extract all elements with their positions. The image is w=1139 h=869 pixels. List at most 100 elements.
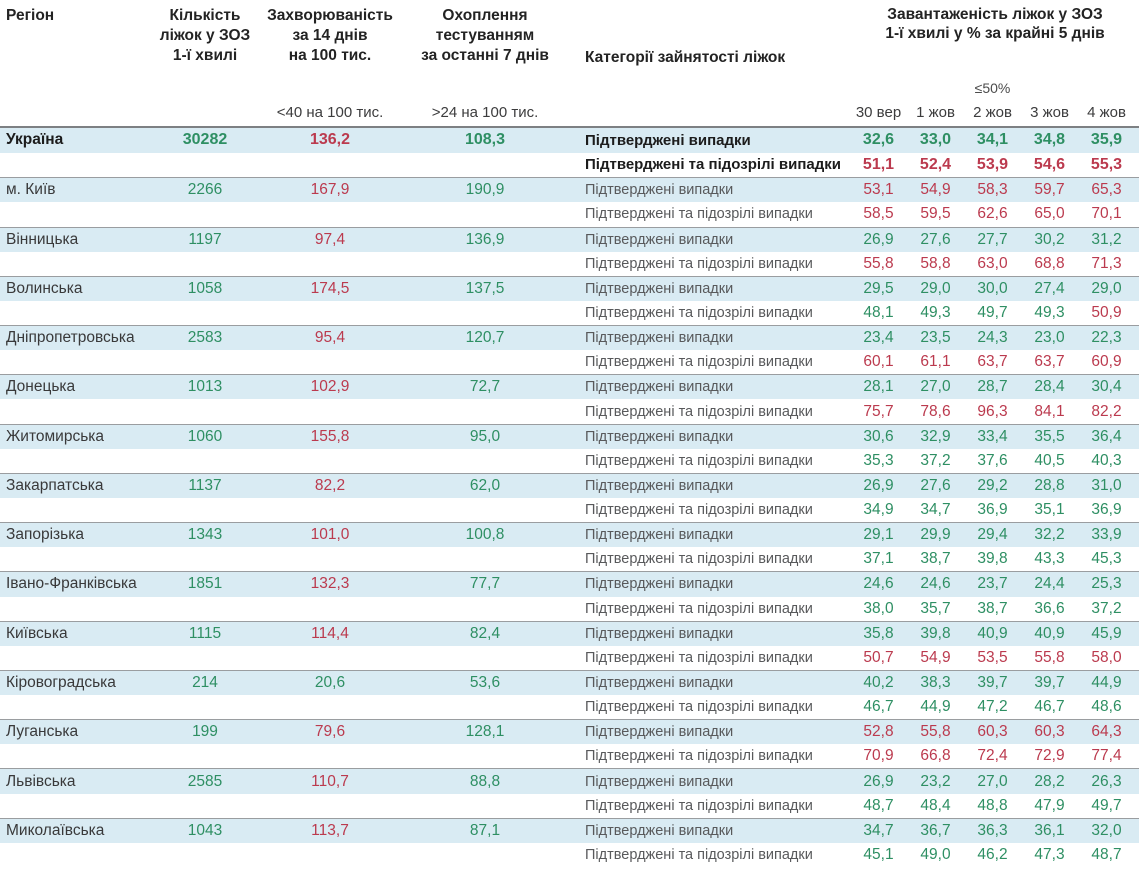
occupancy-threshold-note: ≤50%	[974, 80, 1011, 96]
confirmed-suspected-subrow: Підтверджені та підозрілі випадки 37,1 3…	[0, 547, 1139, 571]
confirmed-suspected-subrow: Підтверджені та підозрілі випадки 48,1 4…	[0, 301, 1139, 325]
occupancy-value: 28,1	[863, 378, 894, 396]
occupancy-value: 26,9	[863, 772, 894, 790]
region-row-group: Київська 1115 114,4 82,4 Підтверджені ви…	[0, 620, 1139, 670]
region-name: Донецька	[6, 378, 76, 396]
occupancy-value: 64,3	[1091, 723, 1122, 741]
occupancy-value: 63,0	[977, 254, 1008, 272]
occupancy-value: 51,1	[862, 155, 895, 173]
incidence-value: 20,6	[314, 673, 346, 691]
region-name: м. Київ	[6, 181, 56, 199]
confirmed-cases-label: Підтверджені випадки	[585, 625, 734, 642]
region-row-group: Україна 30282 136,2 108,3 Підтверджені в…	[0, 128, 1139, 177]
occupancy-value: 24,6	[863, 575, 894, 593]
occupancy-value: 36,3	[977, 821, 1008, 839]
incidence-value: 82,2	[314, 476, 346, 494]
incidence-value: 102,9	[310, 378, 350, 396]
beds-count-value: 1115	[188, 624, 222, 642]
occupancy-value: 35,3	[863, 451, 894, 469]
occupancy-value: 33,9	[1091, 526, 1122, 544]
region-name: Львівська	[6, 772, 76, 790]
header-testing-coverage: Охоплення тестуванням за останні 7 днів	[421, 7, 549, 64]
testing-value: 53,6	[469, 673, 501, 691]
occupancy-value: 47,3	[1034, 845, 1065, 863]
confirmed-subrow: Житомирська 1060 155,8 95,0 Підтверджені…	[0, 424, 1139, 449]
confirmed-cases-label: Підтверджені випадки	[585, 527, 734, 544]
confirmed-cases-label: Підтверджені випадки	[585, 182, 734, 199]
occupancy-value: 68,8	[1034, 254, 1065, 272]
confirmed-subrow: Київська 1115 114,4 82,4 Підтверджені ви…	[0, 621, 1139, 646]
confirmed-cases-label: Підтверджені випадки	[585, 231, 734, 248]
region-row-group: Івано-Франківська 1851 132,3 77,7 Підтве…	[0, 571, 1139, 620]
confirmed-subrow: Львівська 2585 110,7 88,8 Підтверджені в…	[0, 769, 1139, 794]
occupancy-value: 49,0	[920, 845, 951, 863]
region-name: Закарпатська	[6, 476, 104, 494]
occupancy-value: 30,6	[863, 427, 894, 445]
beds-count-value: 1058	[187, 279, 223, 297]
occupancy-value: 44,9	[920, 698, 951, 716]
beds-count-value: 1060	[187, 427, 223, 445]
occupancy-value: 30,4	[1091, 378, 1122, 396]
occupancy-value: 26,9	[863, 230, 894, 248]
region-row-group: Миколаївська 1043 113,7 87,1 Підтверджен…	[0, 817, 1139, 867]
confirmed-cases-label: Підтверджені випадки	[585, 674, 734, 691]
region-name: Кіровоградська	[6, 673, 116, 691]
occupancy-value: 32,2	[1034, 526, 1065, 544]
confirmed-suspected-subrow: Підтверджені та підозрілі випадки 51,1 5…	[0, 153, 1139, 178]
occupancy-value: 48,4	[920, 796, 951, 814]
confirmed-subrow: Кіровоградська 214 20,6 53,6 Підтверджен…	[0, 670, 1139, 696]
occupancy-value: 23,4	[863, 329, 894, 347]
occupancy-value: 44,9	[1091, 673, 1122, 691]
date-column-label: 30 вер	[855, 104, 902, 121]
confirmed-cases-label: Підтверджені випадки	[585, 773, 734, 790]
spacer	[560, 104, 850, 121]
occupancy-value: 96,3	[977, 402, 1008, 420]
occupancy-value: 60,1	[863, 353, 894, 371]
occupancy-value: 23,2	[920, 772, 951, 790]
region-name: Волинська	[6, 279, 83, 297]
confirmed-suspected-cases-label: Підтверджені та підозрілі випадки	[585, 354, 813, 371]
confirmed-cases-label: Підтверджені випадки	[585, 477, 734, 494]
confirmed-cases-label: Підтверджені випадки	[585, 822, 734, 839]
occupancy-value: 63,7	[1034, 353, 1065, 371]
header-incidence: Захворюваність за 14 днів на 100 тис.	[267, 7, 393, 64]
occupancy-value: 38,7	[920, 550, 951, 568]
incidence-value: 110,7	[311, 772, 349, 790]
occupancy-value: 35,5	[1034, 427, 1065, 445]
confirmed-cases-label: Підтверджені випадки	[585, 724, 734, 741]
beds-count-value: 1197	[188, 230, 222, 248]
testing-value: 87,1	[469, 821, 501, 839]
occupancy-value: 27,7	[977, 230, 1008, 248]
occupancy-value: 34,8	[1033, 131, 1066, 149]
confirmed-suspected-cases-label: Підтверджені та підозрілі випадки	[585, 600, 813, 617]
testing-value: 136,9	[465, 230, 505, 248]
confirmed-suspected-cases-label: Підтверджені та підозрілі випадки	[585, 206, 813, 223]
region-name: Луганська	[6, 723, 79, 741]
occupancy-value: 40,2	[863, 673, 894, 691]
occupancy-value: 55,3	[1090, 155, 1123, 173]
region-name: Україна	[6, 131, 64, 149]
testing-value: 82,4	[469, 624, 501, 642]
occupancy-value: 55,8	[1034, 648, 1065, 666]
confirmed-suspected-cases-label: Підтверджені та підозрілі випадки	[585, 551, 813, 568]
confirmed-cases-label: Підтверджені випадки	[585, 280, 734, 297]
occupancy-value: 29,0	[1091, 279, 1122, 297]
testing-value: 137,5	[465, 279, 505, 297]
header-beds-count: Кількість ліжок у ЗОЗ 1-ї хвилі	[159, 7, 251, 64]
confirmed-cases-label: Підтверджені випадки	[585, 131, 751, 149]
confirmed-suspected-cases-label: Підтверджені та підозрілі випадки	[585, 502, 813, 519]
occupancy-value: 47,2	[977, 698, 1008, 716]
occupancy-value: 35,1	[1034, 501, 1065, 519]
occupancy-value: 58,8	[920, 254, 951, 272]
beds-count-value: 2583	[187, 329, 223, 347]
occupancy-value: 34,7	[920, 501, 951, 519]
occupancy-value: 46,7	[1034, 698, 1065, 716]
occupancy-value: 23,5	[920, 329, 951, 347]
occupancy-value: 61,1	[920, 353, 951, 371]
occupancy-value: 35,7	[920, 599, 951, 617]
occupancy-value: 59,5	[920, 205, 951, 223]
occupancy-value: 36,1	[1034, 821, 1065, 839]
occupancy-value: 27,0	[920, 378, 951, 396]
occupancy-value: 37,2	[1091, 599, 1122, 617]
